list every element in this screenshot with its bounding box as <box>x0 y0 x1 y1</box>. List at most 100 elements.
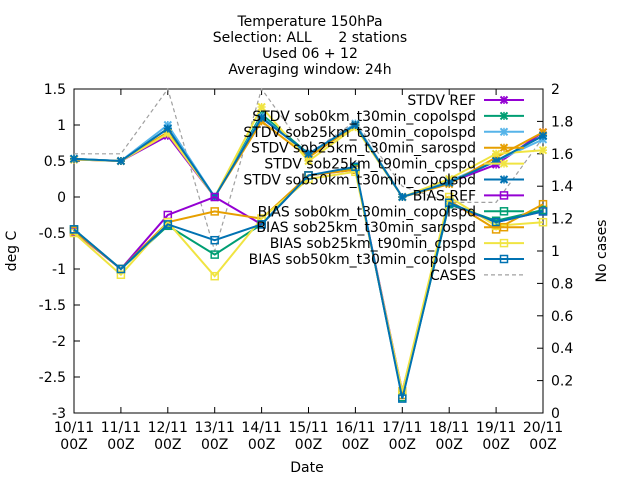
data-point <box>69 225 79 234</box>
legend-marker <box>499 111 509 121</box>
data-point <box>116 270 126 280</box>
data-point <box>257 102 266 112</box>
y-tick-label: -0.5 <box>39 226 66 242</box>
x-tick-label-time: 00Z <box>389 437 416 453</box>
y-tick-label: -1 <box>52 262 66 278</box>
legend-marker <box>499 207 509 216</box>
y2-tick-label: 1.8 <box>551 114 573 130</box>
y2-tick-label: 1.6 <box>551 147 573 163</box>
data-point <box>304 156 313 166</box>
x-tick-label-date: 14/11 <box>241 420 281 436</box>
x-tick-label-date: 19/11 <box>476 420 516 436</box>
series-11 <box>74 87 544 254</box>
y2-tick-label: 1.4 <box>551 179 573 195</box>
y-tick-label: -2.5 <box>39 370 66 386</box>
series-10 <box>69 162 548 403</box>
data-point <box>444 192 454 202</box>
x-tick-label-time: 00Z <box>201 437 228 453</box>
x-tick-label-time: 00Z <box>107 437 134 453</box>
chart-title-line-1: Temperature 150hPa <box>236 14 382 30</box>
y2-tick-label: 1.2 <box>551 212 573 228</box>
x-tick-label-time: 00Z <box>435 437 462 453</box>
data-point <box>491 217 501 227</box>
data-point <box>444 198 454 208</box>
legend-label: BIAS sob50km_t30min_copolspd <box>249 252 476 268</box>
legend-label: STDV sob25km_t90min_cpspd <box>264 157 476 173</box>
legend-marker <box>499 254 509 264</box>
x-tick-label-date: 13/11 <box>195 420 235 436</box>
legend-label: BIAS sob0km_t30min_copolspd <box>258 204 476 220</box>
legend-marker <box>499 191 509 200</box>
legend-label: STDV REF <box>407 93 476 109</box>
x-tick-label-time: 00Z <box>342 437 369 453</box>
data-point <box>538 145 548 155</box>
data-point <box>398 394 407 403</box>
x-tick-label-date: 11/11 <box>101 420 141 436</box>
data-point <box>210 207 219 216</box>
chart-title-line-3: Used 06 + 12 <box>262 46 358 62</box>
x-tick-label-time: 00Z <box>295 437 322 453</box>
y-axis-label: deg C <box>4 230 20 271</box>
data-point <box>538 217 548 227</box>
series-layer <box>69 87 548 403</box>
data-point <box>210 192 219 202</box>
data-point <box>210 235 219 245</box>
x-tick-label-time: 00Z <box>248 437 275 453</box>
data-point <box>444 178 454 187</box>
legend-marker <box>499 127 509 137</box>
x-tick-label-time: 00Z <box>60 437 87 453</box>
y-tick-label: 0 <box>57 190 66 206</box>
data-point <box>304 171 313 180</box>
x-tick-label-time: 00Z <box>482 437 509 453</box>
y2-tick-label: 2 <box>551 82 560 98</box>
legend-label: CASES <box>430 268 476 284</box>
y2-tick-label: 0.8 <box>551 276 573 292</box>
series-line <box>74 87 544 254</box>
axes-group: 1.5 1 0.5 0 -0.5 -1 -1.5 -2 -2.5 -3 2 1.8 1.6 1.4 1.2 1… <box>39 82 574 453</box>
legend-marker <box>499 175 509 184</box>
legend-marker <box>499 143 509 152</box>
y-tick-label: 1.5 <box>44 82 66 98</box>
data-point <box>491 149 501 159</box>
legend-label: STDV sob25km_t30min_copolspd <box>243 125 476 141</box>
legend-marker <box>499 95 509 105</box>
legend-label: BIAS sob25km_t30min_sarospd <box>256 220 476 236</box>
y2-axis-label: No cases <box>594 220 610 283</box>
data-point <box>538 207 548 216</box>
data-point <box>304 149 313 159</box>
x-tick-label-date: 15/11 <box>288 420 328 436</box>
y2-tick-label: 0.4 <box>551 341 573 357</box>
y2-tick-label: 0.6 <box>551 309 573 325</box>
data-point <box>351 120 360 130</box>
chart-title-line-2: Selection: ALL 2 stations <box>213 30 407 46</box>
legend-marker <box>499 238 509 248</box>
data-point <box>210 250 219 259</box>
data-point <box>257 214 266 223</box>
data-point <box>351 162 360 172</box>
data-point <box>116 156 126 166</box>
legend-label: STDV sob50km_t30min_copolspd <box>243 173 476 189</box>
x-tick-label-date: 10/11 <box>54 420 94 436</box>
data-point <box>538 131 548 141</box>
y-tick-label: -1.5 <box>39 298 66 314</box>
data-point <box>69 154 79 164</box>
y2-tick-label: 0 <box>551 406 560 422</box>
legend-label: BIAS REF <box>413 188 476 204</box>
y-tick-label: -3 <box>52 406 66 422</box>
x-tick-label-date: 12/11 <box>148 420 188 436</box>
series-5 <box>69 113 548 202</box>
x-tick-label-date: 16/11 <box>335 420 375 436</box>
data-point <box>257 220 266 229</box>
data-point <box>116 264 126 274</box>
data-point <box>257 113 266 123</box>
legend-marker <box>499 159 509 168</box>
y-tick-label: 1 <box>57 118 66 134</box>
y2-tick-label: 0.2 <box>551 374 573 390</box>
y-tick-label: -2 <box>52 334 66 350</box>
legend-label: STDV sob25km_t30min_sarospd <box>251 141 476 157</box>
x-axis-label: Date <box>290 460 323 476</box>
data-point <box>210 271 219 281</box>
